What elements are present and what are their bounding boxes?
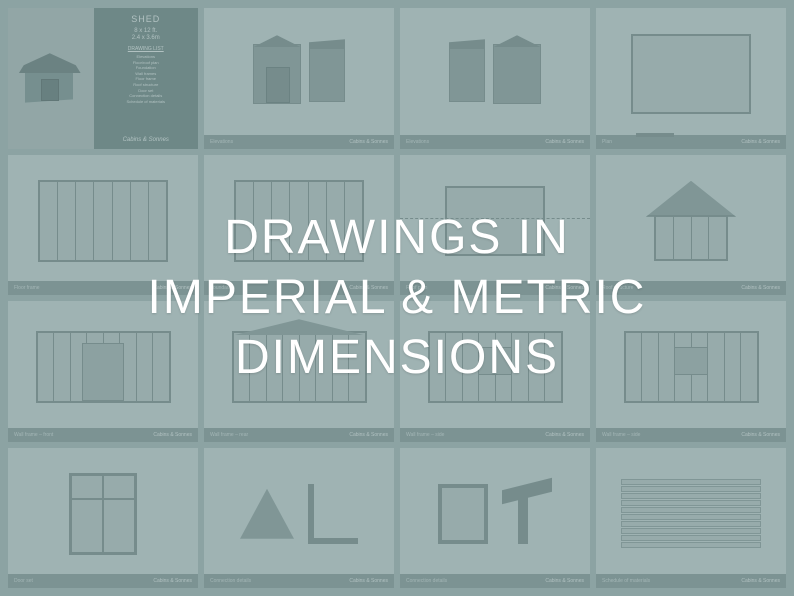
section-detail-icon xyxy=(438,484,488,544)
sheet-title: Connection details xyxy=(406,578,545,584)
sheet-title: Roof structure xyxy=(602,285,741,291)
footer-brand: Cabins & Sonnes xyxy=(545,139,584,145)
cover-list-item: Schedule of materials xyxy=(127,99,165,105)
sheet-details-a: Connection details Cabins & Sonnes xyxy=(204,448,394,589)
door-set-icon xyxy=(69,473,137,555)
sheet-wall-rear: Wall frame – rear Cabins & Sonnes xyxy=(204,301,394,442)
sheet-cover: SHED 8 x 12 ft. 2.4 x 3.6m DRAWING LIST … xyxy=(8,8,198,149)
foundation-frame-icon xyxy=(234,180,364,262)
sheet-foundation: Foundation Cabins & Sonnes xyxy=(204,155,394,296)
sheet-footer: Roof structure Cabins & Sonnes xyxy=(596,281,786,295)
sheet-roof-plan: Roof plan Cabins & Sonnes xyxy=(400,155,590,296)
floor-plan-icon xyxy=(631,34,751,114)
sheet-title: Connection details xyxy=(210,578,349,584)
sheet-schedule: Schedule of materials Cabins & Sonnes xyxy=(596,448,786,589)
elevation-rear-icon xyxy=(493,44,541,104)
sheet-wall-side-a: Wall frame – side Cabins & Sonnes xyxy=(400,301,590,442)
elevation-front-icon xyxy=(253,44,301,104)
sheet-plan: Plan Cabins & Sonnes xyxy=(596,8,786,149)
eave-detail-icon xyxy=(502,484,552,544)
door-opening-icon xyxy=(82,343,124,401)
sheet-footer: Wall frame – side Cabins & Sonnes xyxy=(400,428,590,442)
cover-render xyxy=(8,8,94,149)
sheet-title: Elevations xyxy=(406,139,545,145)
cover-brand: Cabins & Sonnes xyxy=(123,137,169,143)
cover-list-heading: DRAWING LIST xyxy=(128,46,164,52)
footer-brand: Cabins & Sonnes xyxy=(545,432,584,438)
wall-frame-icon xyxy=(428,331,563,403)
sheet-elevations-a: Elevations Cabins & Sonnes xyxy=(204,8,394,149)
sheet-door-set: Door set Cabins & Sonnes xyxy=(8,448,198,589)
footer-brand: Cabins & Sonnes xyxy=(349,432,388,438)
footer-brand: Cabins & Sonnes xyxy=(349,139,388,145)
footer-brand: Cabins & Sonnes xyxy=(153,432,192,438)
footer-brand: Cabins & Sonnes xyxy=(741,285,780,291)
sheet-footer: Elevations Cabins & Sonnes xyxy=(204,135,394,149)
sheet-wall-front: Wall frame – front Cabins & Sonnes xyxy=(8,301,198,442)
gable-truss-icon xyxy=(646,181,736,261)
sheet-footer: Wall frame – front Cabins & Sonnes xyxy=(8,428,198,442)
sheet-title: Wall frame – side xyxy=(406,432,545,438)
footer-brand: Cabins & Sonnes xyxy=(153,285,192,291)
ridge-line-icon xyxy=(400,218,590,219)
sheet-title: Floor frame xyxy=(14,285,153,291)
shed-iso-icon xyxy=(19,51,83,105)
sheet-floor-frame: Floor frame Cabins & Sonnes xyxy=(8,155,198,296)
wall-frame-icon xyxy=(232,331,367,403)
floor-frame-icon xyxy=(38,180,168,262)
sheet-details-b: Connection details Cabins & Sonnes xyxy=(400,448,590,589)
roof-plan-icon xyxy=(445,186,545,256)
sheet-title: Plan xyxy=(602,139,741,145)
corner-detail-icon xyxy=(308,484,358,544)
elevation-side-icon xyxy=(449,46,485,102)
sheet-footer: Connection details Cabins & Sonnes xyxy=(400,574,590,588)
cover-dim-metric: 2.4 x 3.6m xyxy=(132,35,160,41)
sheet-footer: Schedule of materials Cabins & Sonnes xyxy=(596,574,786,588)
sheet-grid: SHED 8 x 12 ft. 2.4 x 3.6m DRAWING LIST … xyxy=(0,0,794,596)
sheet-footer: Roof plan Cabins & Sonnes xyxy=(400,281,590,295)
sheet-footer: Connection details Cabins & Sonnes xyxy=(204,574,394,588)
footer-brand: Cabins & Sonnes xyxy=(153,578,192,584)
cover-info-panel: SHED 8 x 12 ft. 2.4 x 3.6m DRAWING LIST … xyxy=(94,8,199,149)
footer-brand: Cabins & Sonnes xyxy=(741,432,780,438)
footer-brand: Cabins & Sonnes xyxy=(349,578,388,584)
sheet-footer: Plan Cabins & Sonnes xyxy=(596,135,786,149)
sheet-title: Elevations xyxy=(210,139,349,145)
wall-frame-icon xyxy=(624,331,759,403)
sheet-elevations-b: Elevations Cabins & Sonnes xyxy=(400,8,590,149)
footer-brand: Cabins & Sonnes xyxy=(741,139,780,145)
sheet-footer: Wall frame – rear Cabins & Sonnes xyxy=(204,428,394,442)
footer-brand: Cabins & Sonnes xyxy=(545,285,584,291)
window-opening-icon xyxy=(674,347,708,375)
wall-frame-icon xyxy=(36,331,171,403)
ridge-detail-icon xyxy=(240,489,294,539)
sheet-title: Wall frame – side xyxy=(602,432,741,438)
cover-dim-imperial: 8 x 12 ft. xyxy=(134,28,157,34)
footer-brand: Cabins & Sonnes xyxy=(741,578,780,584)
sheet-footer: Door set Cabins & Sonnes xyxy=(8,574,198,588)
footer-brand: Cabins & Sonnes xyxy=(545,578,584,584)
sheet-footer: Floor frame Cabins & Sonnes xyxy=(8,281,198,295)
sheet-roof-structure: Roof structure Cabins & Sonnes xyxy=(596,155,786,296)
sheet-title: Door set xyxy=(14,578,153,584)
gable-cap-icon xyxy=(234,319,365,335)
sheet-title: Roof plan xyxy=(406,285,545,291)
footer-brand: Cabins & Sonnes xyxy=(349,285,388,291)
door-opening-icon xyxy=(636,133,674,137)
sheet-title: Wall frame – rear xyxy=(210,432,349,438)
sheet-title: Schedule of materials xyxy=(602,578,741,584)
sheet-title: Wall frame – front xyxy=(14,432,153,438)
door-icon xyxy=(266,67,290,103)
sheet-footer: Elevations Cabins & Sonnes xyxy=(400,135,590,149)
sheet-footer: Foundation Cabins & Sonnes xyxy=(204,281,394,295)
elevation-side-icon xyxy=(309,46,345,102)
sheet-wall-side-b: Wall frame – side Cabins & Sonnes xyxy=(596,301,786,442)
sheet-title: Foundation xyxy=(210,285,349,291)
sheet-footer: Wall frame – side Cabins & Sonnes xyxy=(596,428,786,442)
cover-title: SHED xyxy=(131,14,160,24)
window-opening-icon xyxy=(478,347,512,375)
materials-table-icon xyxy=(621,479,761,548)
